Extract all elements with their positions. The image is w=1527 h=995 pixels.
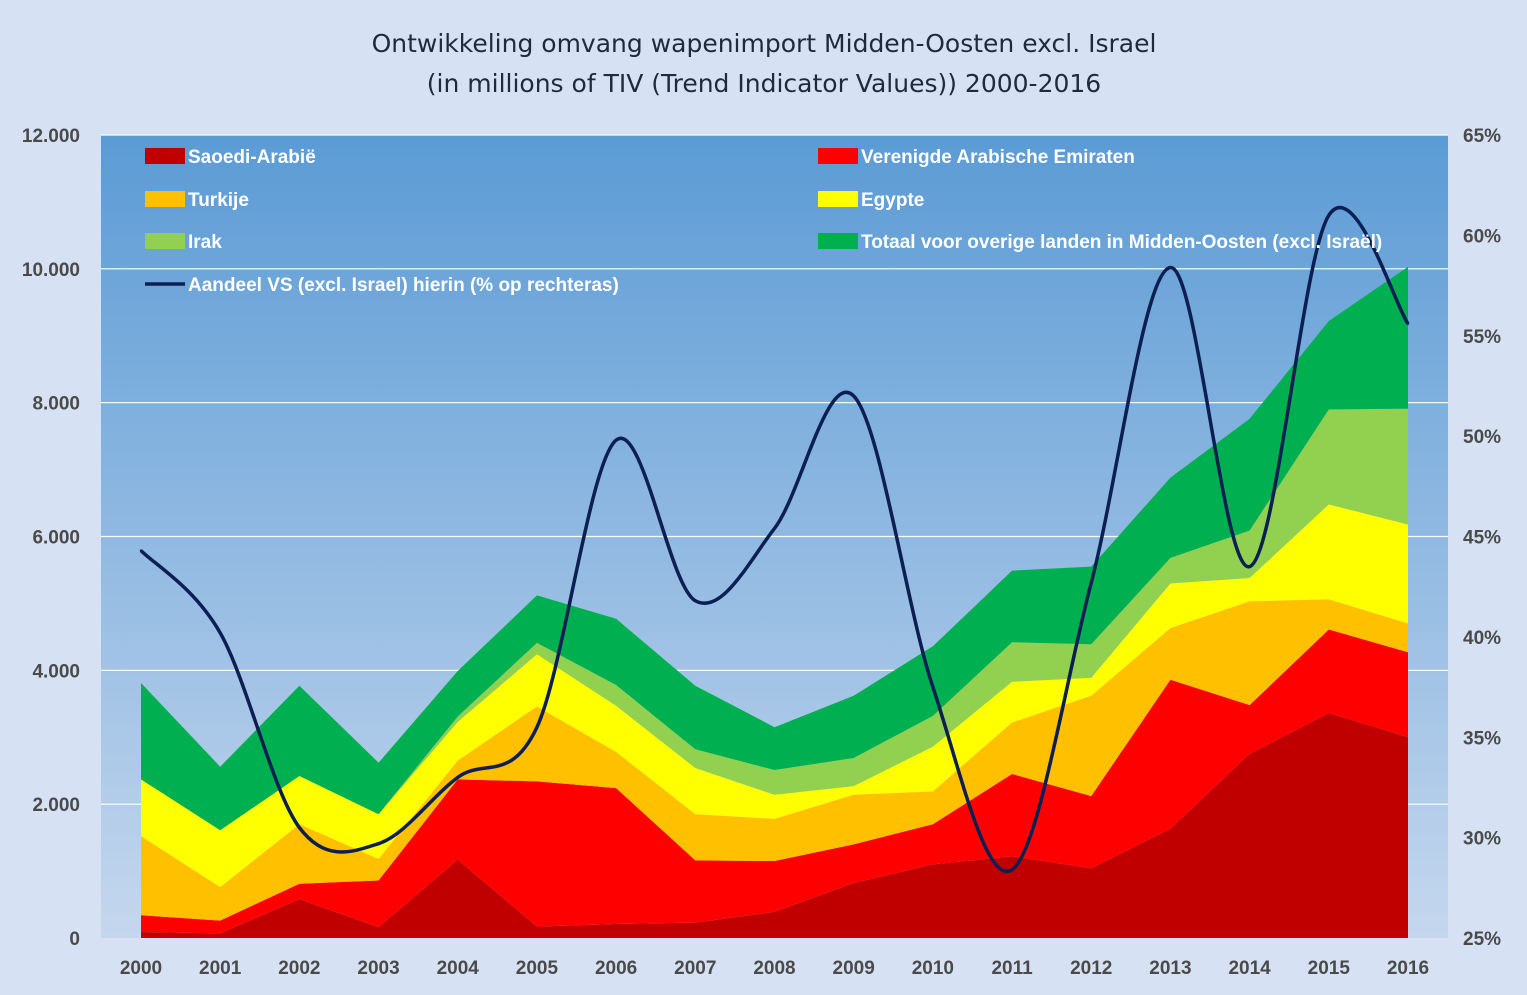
x-tick-13: 2013 <box>1149 958 1191 979</box>
us-share-point-16 <box>1406 322 1410 325</box>
right-tick-6: 55% <box>1463 327 1501 348</box>
left-tick-6: 12.000 <box>22 126 80 147</box>
us-share-point-4 <box>456 776 459 779</box>
area-series-3 <box>141 504 1408 888</box>
legend-label-1: Verenigde Arabische Emiraten <box>861 147 1135 168</box>
left-tick-2: 4.000 <box>32 661 80 682</box>
us-share-point-0 <box>139 549 143 552</box>
right-tick-5: 50% <box>1463 427 1501 448</box>
us-share-point-13 <box>1169 266 1172 269</box>
area-series-2 <box>141 599 1408 921</box>
right-tick-4: 45% <box>1463 528 1501 549</box>
us-share-point-6 <box>614 438 618 442</box>
chart-subtitle: (in millions of TIV (Trend Indicator Val… <box>427 69 1101 98</box>
left-tick-1: 2.000 <box>32 795 80 816</box>
x-tick-3: 2003 <box>357 958 399 979</box>
x-tick-12: 2012 <box>1070 958 1112 979</box>
us-share-point-12 <box>1090 581 1093 584</box>
legend-label-line: Aandeel VS (excl. Israel) hierin (% op r… <box>188 275 619 296</box>
right-tick-8: 65% <box>1463 126 1501 147</box>
right-tick-1: 30% <box>1463 829 1501 850</box>
x-tick-1: 2001 <box>199 958 242 979</box>
area-series-0 <box>141 713 1408 938</box>
left-tick-4: 8.000 <box>32 394 80 415</box>
x-tick-8: 2008 <box>753 958 795 979</box>
legend: Saoedi-Arabië Verenigde Arabische Emirate… <box>145 147 1382 296</box>
left-tick-3: 6.000 <box>32 528 80 549</box>
us-share-point-9 <box>852 394 855 398</box>
chart-title: Ontwikkeling omvang wapenimport Midden-O… <box>372 29 1157 58</box>
x-tick-9: 2009 <box>833 958 875 979</box>
right-tick-0: 25% <box>1463 929 1501 950</box>
legend-label-0: Saoedi-Arabië <box>188 147 316 168</box>
legend-swatch-5 <box>818 233 858 249</box>
x-tick-4: 2004 <box>437 958 480 979</box>
legend-label-2: Turkije <box>188 190 249 211</box>
right-tick-7: 60% <box>1463 226 1501 247</box>
us-share-point-5 <box>535 726 539 729</box>
us-share-point-14 <box>1248 565 1251 568</box>
x-tick-10: 2010 <box>912 958 954 979</box>
us-share-point-3 <box>377 842 380 845</box>
us-share-point-15 <box>1327 214 1331 217</box>
right-tick-3: 40% <box>1463 628 1501 649</box>
us-share-point-7 <box>694 599 697 602</box>
stacked-areas <box>141 266 1408 938</box>
x-tick-5: 2005 <box>516 958 559 979</box>
us-share-point-1 <box>218 631 222 635</box>
us-share-point-10 <box>931 685 935 689</box>
legend-label-3: Egypte <box>861 190 924 211</box>
us-share-line-group <box>139 205 1410 874</box>
x-axis: 2000 2001 2002 2003 2004 2005 2006 2007 2008 2009… <box>120 958 1429 979</box>
x-tick-2: 2002 <box>278 958 320 979</box>
legend-label-5: Totaal voor overige landen in Midden-Oos… <box>861 232 1382 253</box>
legend-swatch-2 <box>145 191 185 207</box>
x-tick-0: 2000 <box>120 958 162 979</box>
left-tick-0: 0 <box>69 929 80 950</box>
x-tick-14: 2014 <box>1228 958 1271 979</box>
x-tick-15: 2015 <box>1308 958 1351 979</box>
left-tick-5: 10.000 <box>22 260 80 281</box>
left-axis: 0 2.000 4.000 6.000 8.000 10.000 12.000 <box>22 126 80 950</box>
x-tick-11: 2011 <box>991 958 1033 979</box>
area-series-1 <box>141 629 1408 934</box>
x-tick-16: 2016 <box>1387 958 1429 979</box>
legend-swatch-1 <box>818 148 858 164</box>
x-tick-7: 2007 <box>674 958 716 979</box>
right-tick-2: 35% <box>1463 728 1501 749</box>
x-tick-6: 2006 <box>595 958 637 979</box>
area-series-5 <box>141 266 1408 831</box>
legend-label-4: Irak <box>188 232 222 253</box>
us-share-point-2 <box>298 826 301 829</box>
right-axis: 25% 30% 35% 40% 45% 50% 55% 60% 65% <box>1463 126 1501 950</box>
legend-swatch-3 <box>818 191 858 207</box>
us-share-point-8 <box>773 527 776 530</box>
us-share-point-11 <box>1010 868 1014 871</box>
legend-swatch-4 <box>145 233 185 249</box>
legend-swatch-0 <box>145 148 185 164</box>
